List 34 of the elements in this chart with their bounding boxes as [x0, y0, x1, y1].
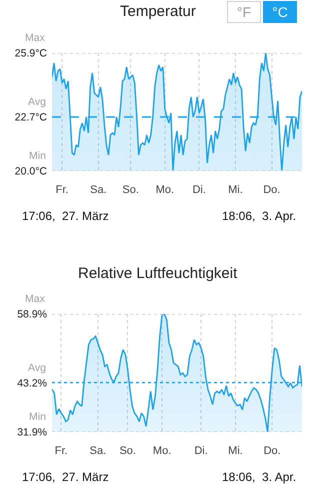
x-tick-label: So.: [122, 184, 139, 196]
chart-title: Temperatur: [120, 3, 196, 20]
x-tick-label: Fr.: [54, 445, 68, 457]
text: °C: [272, 4, 288, 20]
text: °F: [236, 4, 252, 20]
text: 17:06, 27. März: [22, 209, 109, 223]
x-tick-label: Mo.: [156, 184, 174, 196]
ref-line-label: Avg: [28, 96, 46, 108]
ref-line-label: Avg: [28, 362, 46, 374]
x-tick-label: Di.: [194, 445, 208, 457]
x-tick-label: Fr.: [56, 184, 68, 196]
x-tick-label: So.: [119, 445, 136, 457]
y-tick-label: 20.0°C: [14, 166, 48, 178]
ref-line-label: Min: [29, 150, 46, 162]
x-tick-label: Mi.: [228, 184, 243, 196]
x-tick-label: Di.: [192, 184, 206, 196]
y-tick-label: 25.9°C: [14, 48, 48, 60]
y-tick-label: 22.7°C: [14, 112, 48, 124]
x-tick-label: Do.: [264, 445, 281, 457]
x-tick-label: Sa.: [90, 184, 107, 196]
ref-line-label: Max: [25, 293, 46, 305]
y-tick-label: 43.2%: [17, 377, 47, 390]
y-tick-label: 31.9%: [17, 426, 47, 439]
x-tick-label: Mo.: [152, 445, 172, 457]
y-tick-label: 58.9%: [17, 308, 47, 321]
x-tick-label: Mi.: [228, 445, 243, 457]
x-tick-label: Sa.: [90, 445, 106, 457]
x-tick-label: Do.: [263, 184, 280, 196]
ref-line-label: Min: [29, 411, 46, 423]
text: 18:06, 3. Apr.: [222, 470, 296, 484]
chart-title: Relative Luftfeuchtigkeit: [78, 265, 238, 282]
ref-line-label: Max: [25, 32, 46, 44]
text: 17:06, 27. März: [22, 470, 109, 484]
text: 18:06, 3. Apr.: [222, 209, 296, 223]
